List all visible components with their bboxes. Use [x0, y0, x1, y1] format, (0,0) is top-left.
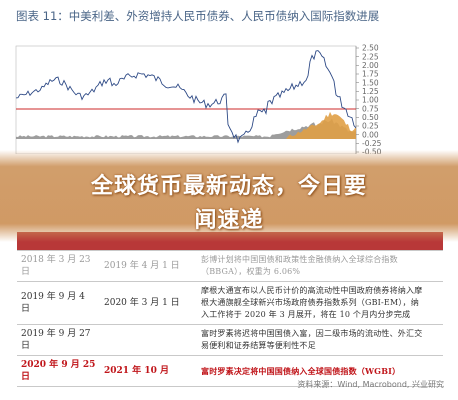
effective-date-cell: 2019 年 4 月 1 日: [100, 250, 197, 282]
table-row: 2019 年 9 月 27 日 富时罗素将迟将中国国债入富，因二级市场的流动性、外…: [17, 324, 443, 356]
banner-headline-line2: 闻速递: [194, 208, 264, 233]
right-axis-tick-label: 0.50: [362, 113, 379, 122]
description-line: 入工作将于 2020 年 3 月展开，将在 10 个月内分步完成: [201, 309, 411, 319]
right-axis-tick-label: 2.25: [362, 52, 379, 61]
description-cell: 彭博计划将中国国债和政策性金融债纳入全球综合指数 （BBGA），权重为 6.06%: [197, 250, 443, 282]
right-axis-ticks: 2.502.252.001.751.501.251.000.750.500.25…: [356, 44, 382, 154]
table-row: 2020 年 9 月 25 日 2021 年 10 月富时罗素决定将中国国债纳入全…: [17, 355, 443, 387]
description-line: 富时罗素决定将中国国债纳入全球国债指数（WGBI）: [201, 365, 401, 376]
right-axis-tick-label: 2.50: [362, 44, 379, 53]
announce-date-cell: 2019 年 9 月 27 日: [17, 324, 100, 356]
right-axis-tick-label: -0.25: [362, 139, 382, 148]
description-line: （BBGA），权重为 6.06%: [201, 266, 301, 276]
description-cell: 摩根大通宣布以人民币计价的高流动性中国政府债券将纳入摩 根大通旗舰全球新兴市场政府…: [197, 281, 443, 325]
description-line: 易便利和证券结算等便利性不足: [201, 340, 316, 350]
announce-date-cell: 2018 年 3 月 23 日: [17, 250, 100, 282]
source-note: 资料来源：Wind, Macrobond, 兴业研究: [297, 380, 444, 389]
description-line: 根大通旗舰全球新兴市场政府债券指数系列（GBI-EM），纳: [201, 297, 419, 307]
spread-line-series: [16, 50, 356, 144]
announce-date-cell: 2020 年 9 月 25 日: [17, 355, 100, 387]
headline-banner: 全球货币最新动态，今日要 闻速递: [0, 150, 458, 242]
right-axis-tick-label: 1.25: [362, 87, 379, 96]
right-axis-tick-label: 0.25: [362, 122, 379, 131]
description-cell: 富时罗素将迟将中国国债入富，因二级市场的流动性、外汇交 易便利和证券结算等便利性不…: [197, 324, 443, 356]
effective-date-cell: 2021 年 10 月: [100, 355, 197, 387]
right-axis-tick-label: 1.75: [362, 70, 379, 79]
effective-date-cell: 2020 年 3 月 1 日: [100, 281, 197, 325]
index-inclusion-table: 2018 年 3 月 23 日 2019 年 4 月 1 日彭博计划将中国国债和政…: [17, 232, 443, 387]
announce-date-cell: 2019 年 9 月 4 日: [17, 281, 100, 325]
right-axis-tick-label: 2.00: [362, 61, 379, 70]
description-line: 彭博计划将中国国债和政策性金融债纳入全球综合指数: [201, 254, 398, 264]
line-area-chart: 2.502.252.001.751.501.251.000.750.500.25…: [15, 44, 382, 154]
table-row: 2019 年 9 月 4 日 2020 年 3 月 1 日摩根大通宣布以人民币计价…: [17, 281, 443, 325]
right-axis-tick-label: 1.50: [362, 78, 379, 87]
description-line: 富时罗素将迟将中国国债入富，因二级市场的流动性、外汇交: [201, 328, 423, 338]
right-axis-tick-label: 1.00: [362, 96, 379, 105]
table-row: 2018 年 3 月 23 日 2019 年 4 月 1 日彭博计划将中国国债和政…: [17, 250, 443, 282]
figure-title: 图表 11：中美利差、外资增持人民币债券、人民币债纳入国际指数进展: [16, 9, 380, 23]
description-line: 摩根大通宣布以人民币计价的高流动性中国政府债券将纳入摩: [201, 285, 423, 295]
right-axis-tick-label: 0.75: [362, 104, 379, 113]
orange-area-series: [16, 111, 356, 139]
banner-headline-line1: 全球货币最新动态，今日要: [90, 174, 367, 199]
chart-area: 2.50 2.25 2.00 1.75 1.50 1.25 1.00 0.75 0.50 0.25…: [0, 36, 458, 154]
right-axis-tick-label: 0.00: [362, 130, 379, 139]
effective-date-cell: [100, 324, 197, 356]
description-cell: 富时罗素决定将中国国债纳入全球国债指数（WGBI）: [197, 355, 443, 387]
